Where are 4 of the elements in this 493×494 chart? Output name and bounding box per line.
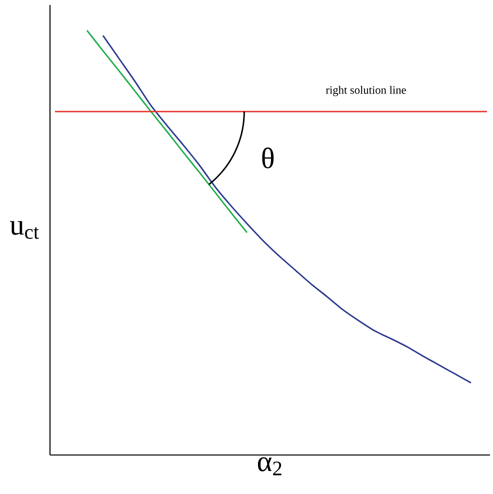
annotation: θ	[262, 148, 274, 168]
x-axis-title: α$_{2}$	[258, 457, 282, 476]
series-label: right solution line	[326, 86, 406, 96]
y-axis-title: u$_{ct}$	[10, 221, 39, 239]
